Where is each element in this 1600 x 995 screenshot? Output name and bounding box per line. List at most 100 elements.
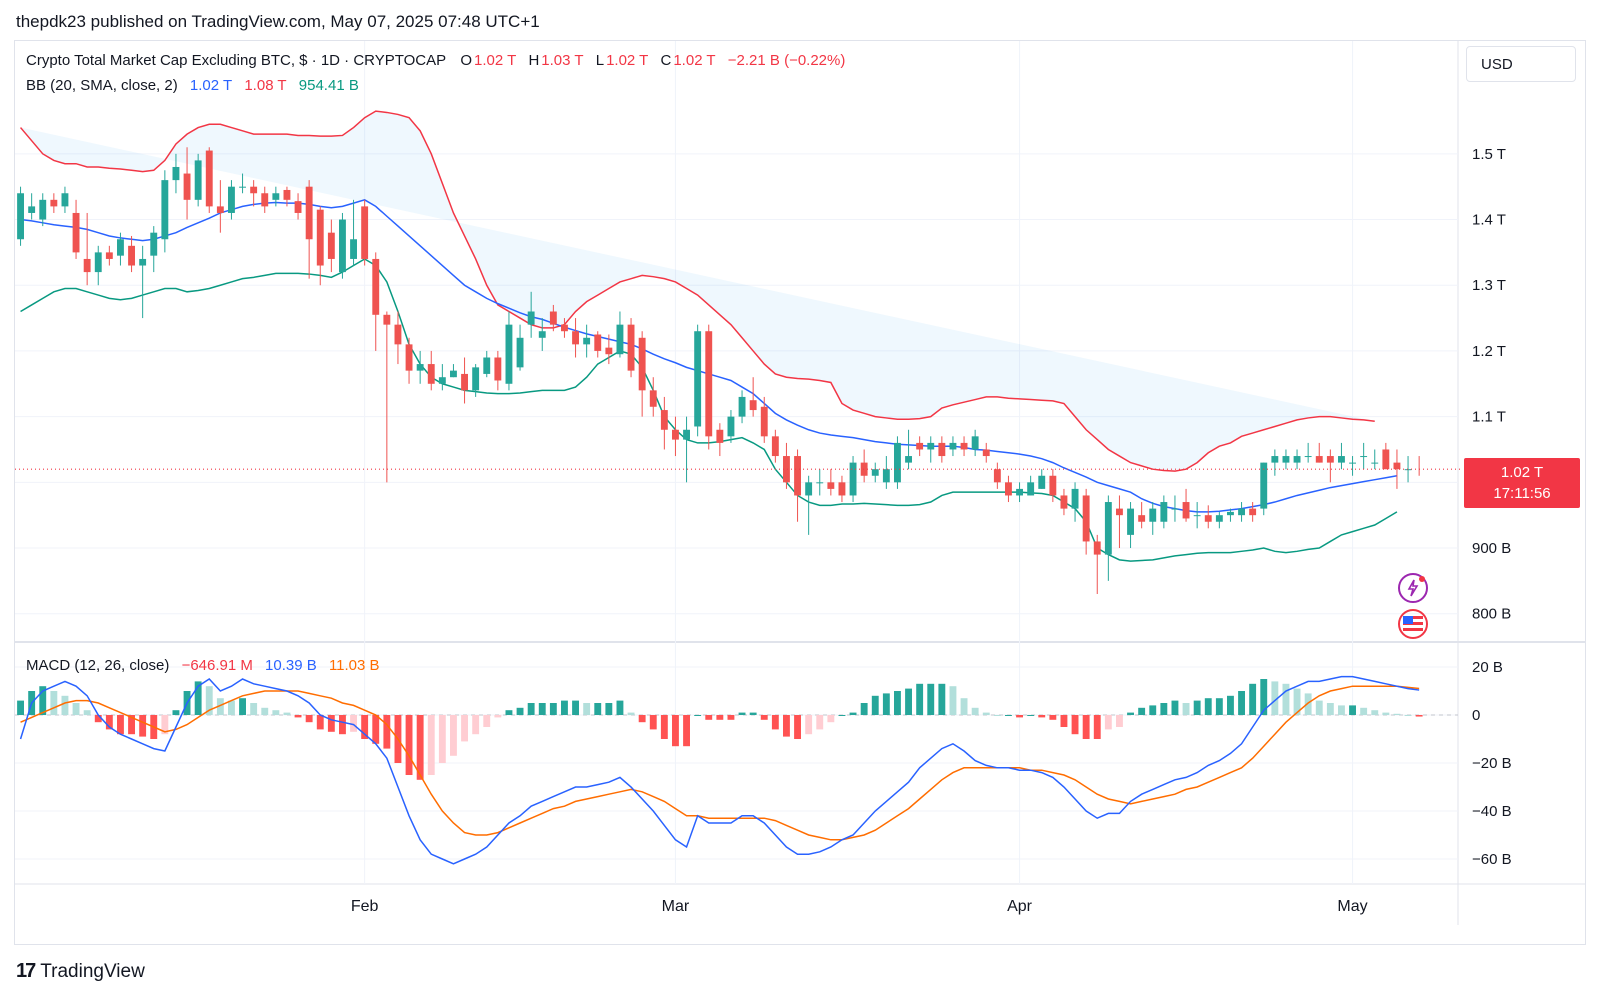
candle-body — [683, 429, 690, 440]
macd-hist-bar — [1016, 715, 1023, 718]
candle-body — [649, 390, 657, 407]
macd-hist-bar — [649, 715, 657, 730]
open-value: 1.02 T — [474, 52, 517, 69]
candle-body — [316, 209, 324, 266]
lightning-icon[interactable] — [1398, 573, 1428, 603]
us-flag-icon[interactable] — [1398, 609, 1428, 639]
last-price-value: 1.02 T — [1500, 464, 1544, 481]
bar-countdown: 17:11:56 — [1493, 485, 1551, 502]
macd-hist-bar — [194, 681, 202, 715]
macd-hist-bar — [882, 693, 890, 715]
macd-hist-bar — [871, 695, 879, 715]
candle-body — [327, 232, 335, 259]
candle-body — [938, 442, 946, 457]
candle-body — [949, 442, 957, 450]
macd-hist-bar — [427, 715, 435, 775]
candle-body — [1193, 515, 1201, 517]
candle-body — [1326, 456, 1334, 463]
macd-hist-bar — [1160, 703, 1168, 715]
macd-hist-bar — [927, 683, 935, 715]
high-value: 1.03 T — [541, 52, 584, 69]
tradingview-logo[interactable]: 17 TradingView — [16, 960, 145, 983]
candle-body — [228, 186, 235, 213]
bb-upper-line — [19, 110, 1375, 472]
chart-frame[interactable] — [14, 40, 1586, 945]
candle-body — [117, 239, 124, 256]
macd-hist-bar — [516, 707, 524, 715]
macd-hist-bar — [250, 703, 258, 715]
tv-logo-icon: 17 — [16, 960, 36, 982]
macd-hist-bar — [316, 715, 324, 730]
symbol-label[interactable]: Crypto Total Market Cap Excluding BTC, $… — [26, 52, 447, 69]
candle-body — [339, 219, 346, 273]
macd-hist-bar — [816, 715, 824, 730]
macd-hist-bar — [683, 715, 690, 747]
candle-body — [494, 357, 502, 381]
candle-body — [871, 469, 879, 476]
macd-hist-bar — [982, 712, 990, 715]
candle-body — [594, 334, 602, 351]
macd-hist-bar — [1138, 707, 1146, 715]
price-tick-label: 1.3 T — [1472, 277, 1506, 294]
macd-value: 10.39 B — [265, 657, 317, 674]
macd-hist-bar — [1326, 703, 1334, 715]
bb-basis-value: 1.02 T — [189, 77, 233, 94]
macd-hist-bar — [361, 715, 369, 739]
macd-hist-bar — [727, 715, 735, 720]
macd-hist-bar — [350, 715, 357, 732]
macd-hist-bar — [272, 710, 280, 715]
currency-selector[interactable]: USD — [1466, 46, 1576, 82]
macd-hist-bar — [1060, 715, 1068, 727]
macd-hist-bar — [1204, 698, 1212, 715]
candle-body — [305, 186, 313, 240]
macd-hist-bar — [1393, 713, 1401, 715]
macd-hist-bar — [294, 715, 302, 718]
macd-hist-bar — [1093, 715, 1101, 739]
macd-tick-label: 0 — [1472, 707, 1480, 724]
macd-hist-bar — [971, 707, 979, 715]
time-tick-label: Apr — [1007, 898, 1033, 915]
candle-body — [438, 377, 446, 384]
candle-body — [383, 314, 391, 325]
candle-body — [361, 206, 369, 259]
macd-hist-bar — [794, 715, 801, 739]
macd-hist-bar — [1104, 715, 1112, 730]
macd-hist-bar — [1071, 715, 1079, 735]
macd-hist-bar — [1182, 703, 1190, 715]
macd-hist-bar — [483, 715, 491, 727]
macd-hist-bar — [638, 715, 646, 723]
macd-legend: MACD (12, 26, close) −646.91 M 10.39 B 1… — [26, 657, 382, 674]
candle-body — [838, 482, 846, 496]
candle-body — [194, 160, 202, 200]
candle-body — [94, 252, 102, 273]
price-tick-label: 800 B — [1472, 606, 1511, 623]
candle-body — [1249, 508, 1257, 516]
candle-body — [1260, 462, 1268, 509]
candle-body — [583, 337, 591, 345]
macd-hist-bar — [405, 715, 413, 775]
macd-hist-value: −646.91 M — [181, 657, 253, 674]
macd-hist-bar — [39, 686, 47, 715]
macd-hist-bar — [838, 715, 846, 716]
candle-body — [805, 482, 813, 496]
macd-hist-bar — [1282, 683, 1290, 715]
candle-body — [727, 416, 735, 437]
macd-hist-bar — [572, 700, 579, 715]
candle-body — [1027, 482, 1035, 496]
candle-body — [1360, 456, 1368, 458]
candle-body — [1338, 456, 1345, 463]
macd-hist-bar — [949, 686, 957, 715]
candle-body — [183, 173, 191, 200]
bb-label[interactable]: BB (20, SMA, close, 2) — [26, 77, 178, 94]
macd-label[interactable]: MACD (12, 26, close) — [26, 657, 170, 674]
candle-body — [860, 462, 868, 476]
candle-body — [283, 189, 291, 200]
macd-hist-bar — [771, 715, 779, 730]
bb-lower-value: 954.41 B — [298, 77, 359, 94]
macd-tick-label: −20 B — [1472, 755, 1512, 772]
macd-hist-bar — [749, 712, 757, 715]
macd-hist-bar — [416, 715, 424, 780]
candle-body — [450, 370, 457, 378]
macd-hist-bar — [1260, 679, 1268, 715]
